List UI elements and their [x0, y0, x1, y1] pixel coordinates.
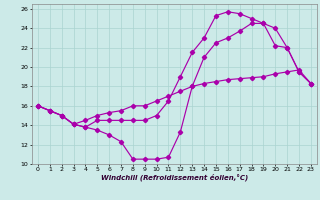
X-axis label: Windchill (Refroidissement éolien,°C): Windchill (Refroidissement éolien,°C)	[101, 174, 248, 181]
